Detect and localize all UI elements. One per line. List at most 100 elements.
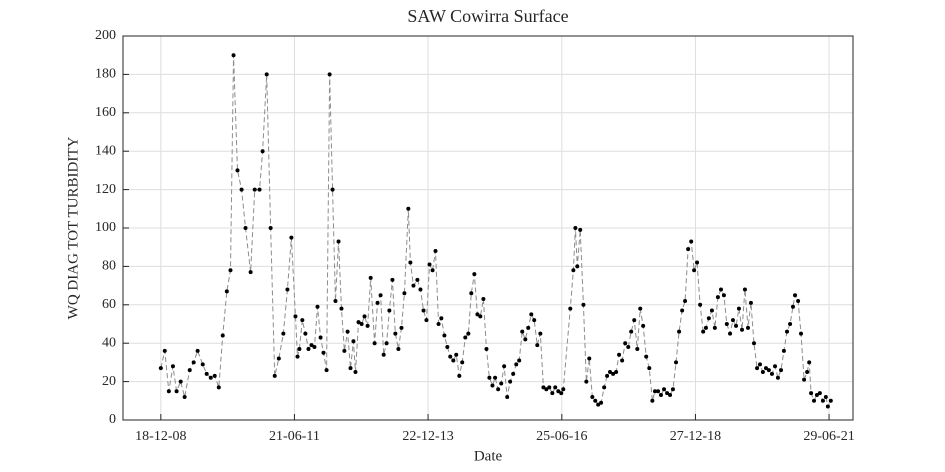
data-point [734,323,739,328]
data-point [568,306,573,311]
y-tick-label: 160 [95,105,116,120]
data-point [454,352,459,357]
y-tick-label: 80 [102,259,116,274]
data-point [321,350,326,355]
data-point [481,297,486,302]
data-point [212,373,217,378]
data-point [807,360,812,365]
data-point [191,360,196,365]
data-point [508,379,513,384]
data-point [345,329,350,334]
data-point [228,268,233,273]
data-point [466,331,471,336]
data-point [677,329,682,334]
data-point [573,226,578,230]
data-point [339,306,344,311]
data-point [559,391,564,396]
data-point [393,331,398,336]
data-point [802,377,807,382]
data-point [773,364,778,369]
data-point [706,316,711,321]
data-point [581,302,586,307]
data-point [718,287,723,292]
data-point [356,320,361,325]
data-point [680,308,685,313]
data-point [626,345,631,350]
data-point [312,345,317,350]
data-point [715,295,720,300]
data-point [318,335,323,340]
data-point [295,354,300,359]
data-point [472,272,477,277]
data-point [561,387,566,392]
data-point [469,291,474,296]
data-point [736,306,741,311]
data-point [647,366,652,371]
data-point [514,362,519,367]
data-point [742,287,747,292]
data-point [641,323,646,328]
data-point [674,360,679,365]
data-point [584,379,589,384]
data-point [692,268,697,273]
data-point [293,314,298,319]
chart-title: SAW Cowirra Surface [407,6,568,26]
data-point [330,187,335,192]
x-axis-label: Date [474,448,503,464]
data-point [620,358,625,363]
data-point [502,364,507,369]
data-point [587,356,592,361]
data-point [257,187,262,192]
data-point [359,322,364,326]
data-point [617,352,622,357]
data-point [220,333,225,338]
data-point [632,318,637,323]
data-point [796,298,801,303]
data-point [662,387,667,392]
data-point [496,387,501,392]
data-point [303,331,308,336]
data-point [306,346,311,351]
data-point [324,368,329,373]
data-point [703,325,708,330]
y-tick-label: 40 [102,335,116,350]
data-point [285,287,290,292]
data-point [784,329,789,334]
data-point [730,318,735,323]
data-point [652,389,657,394]
data-point [327,72,332,77]
x-tick-label: 21-06-11 [269,429,320,444]
data-point [208,375,213,380]
data-point [300,318,305,323]
data-point [224,289,229,294]
data-point [478,314,483,319]
data-point [475,312,480,317]
y-tick-label: 60 [102,297,116,312]
data-point [276,356,281,361]
data-point [751,341,756,346]
data-point [766,368,771,373]
data-point [289,235,294,240]
data-point [788,322,793,326]
data-point [623,341,628,346]
y-axis-label: WQ DIAG TOT TURBIDITY [65,137,81,320]
data-point [252,187,257,192]
data-point [402,291,407,296]
data-point [372,341,377,346]
data-point [231,53,236,58]
data-point [781,348,786,353]
y-tick-label: 120 [95,182,116,197]
data-point [529,312,534,317]
x-tick-label: 29-06-21 [803,429,854,444]
data-point [499,381,504,386]
data-point [424,318,429,323]
x-tick-label: 22-12-13 [402,429,453,444]
data-point [178,379,183,384]
data-point [814,393,819,398]
data-point [439,316,444,321]
data-point [336,239,341,244]
data-point [309,343,314,348]
data-point [755,366,760,371]
data-point [348,366,353,371]
